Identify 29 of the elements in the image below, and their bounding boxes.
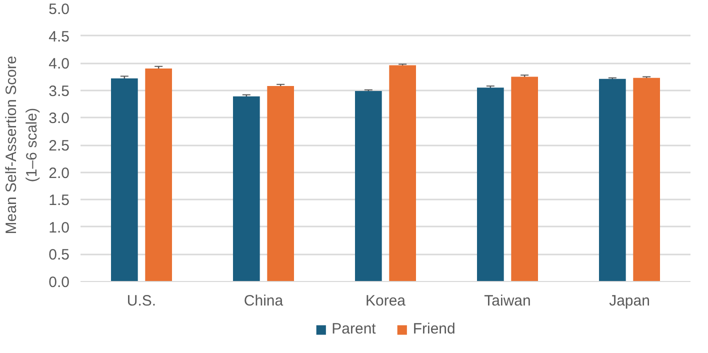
x-tick-label: Korea bbox=[365, 292, 406, 310]
y-tick-label: 2.0 bbox=[48, 164, 70, 182]
bar bbox=[599, 78, 626, 282]
x-tick-label: China bbox=[244, 292, 284, 310]
bar bbox=[511, 76, 538, 282]
y-tick-label: 0.0 bbox=[48, 274, 70, 291]
y-tick-label: 1.0 bbox=[48, 219, 70, 236]
bar bbox=[233, 96, 260, 282]
bar bbox=[267, 86, 294, 282]
legend-label: Friend bbox=[412, 320, 456, 338]
bar bbox=[111, 78, 138, 282]
x-tick-label: Taiwan bbox=[484, 292, 531, 310]
y-tick-label: 4.5 bbox=[48, 28, 70, 46]
bar bbox=[477, 88, 504, 282]
y-tick-label: 4.0 bbox=[48, 56, 70, 73]
x-tick-label: U.S. bbox=[126, 292, 156, 310]
bar bbox=[633, 78, 660, 282]
y-tick-label: 3.5 bbox=[48, 82, 70, 100]
bar bbox=[355, 90, 382, 282]
y-tick-label: 2.5 bbox=[48, 138, 70, 154]
y-tick-label: 0.5 bbox=[48, 246, 70, 264]
y-tick-label: 3.0 bbox=[48, 110, 70, 128]
x-tick-label: Japan bbox=[609, 292, 650, 310]
legend-label: Parent bbox=[332, 320, 376, 338]
y-tick-label: 1.5 bbox=[48, 192, 70, 210]
bar bbox=[389, 65, 416, 282]
y-tick-label: 5.0 bbox=[48, 1, 70, 18]
bar bbox=[145, 68, 172, 282]
y-axis-title: Mean Self-Assertion Score (1–6 scale) bbox=[3, 56, 41, 234]
